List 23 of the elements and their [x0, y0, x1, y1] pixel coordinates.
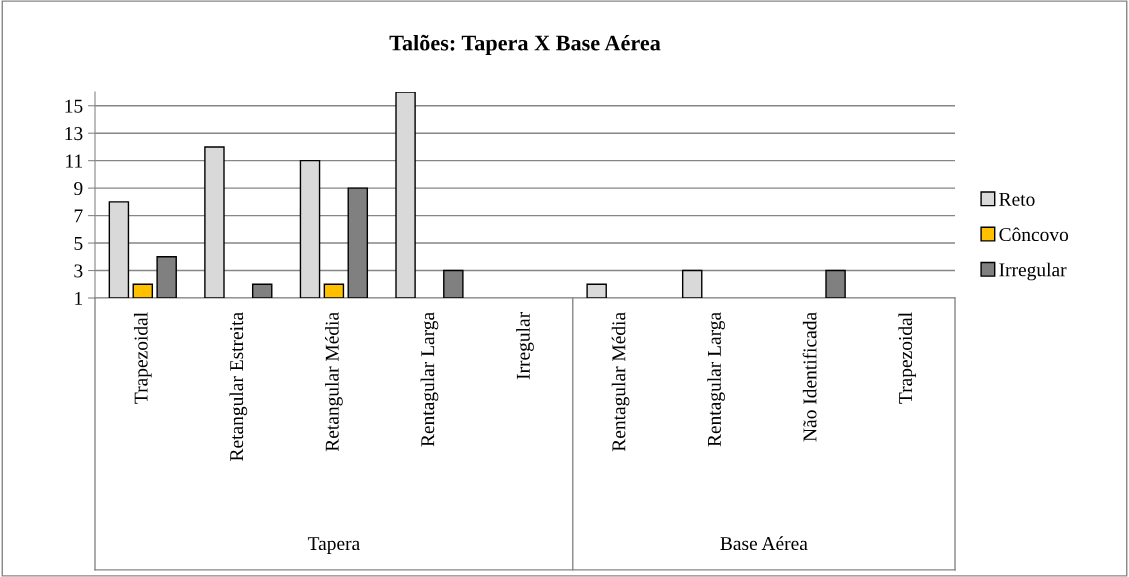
y-tick-label: 9: [74, 182, 83, 196]
y-tick-label: 7: [74, 209, 83, 223]
y-tick-label: 11: [66, 154, 83, 168]
x-tick-label: Irregular: [516, 312, 534, 380]
legend-label: Irregular: [999, 262, 1067, 281]
y-tick-label: 13: [65, 127, 83, 141]
x-tick-label: Retangular Média: [325, 312, 343, 452]
text: Tapera: [307, 537, 360, 555]
x-tick-label: Não Identificada: [802, 312, 817, 442]
text: Base Aérea: [720, 536, 808, 551]
y-tick-label: 3: [74, 264, 83, 278]
x-tick-label: Rentagular Média: [611, 312, 630, 452]
y-tick-label: 1: [75, 291, 83, 305]
legend-label: Côncovo: [999, 227, 1069, 242]
y-tick-label: 5: [74, 237, 83, 250]
chart-title: Talões: Tapera X Base Aérea: [389, 34, 661, 56]
x-tick-label: Trapezoidal: [898, 312, 917, 404]
y-tick-label: 15: [65, 99, 83, 113]
legend-label: Reto: [999, 192, 1035, 206]
x-tick-label: Rentagular Larga: [420, 312, 439, 447]
x-tick-label: Retangular Estreita: [229, 312, 248, 461]
x-tick-label: Trapezoidal: [133, 312, 152, 404]
x-tick-label: Rentagular Larga: [707, 312, 725, 447]
